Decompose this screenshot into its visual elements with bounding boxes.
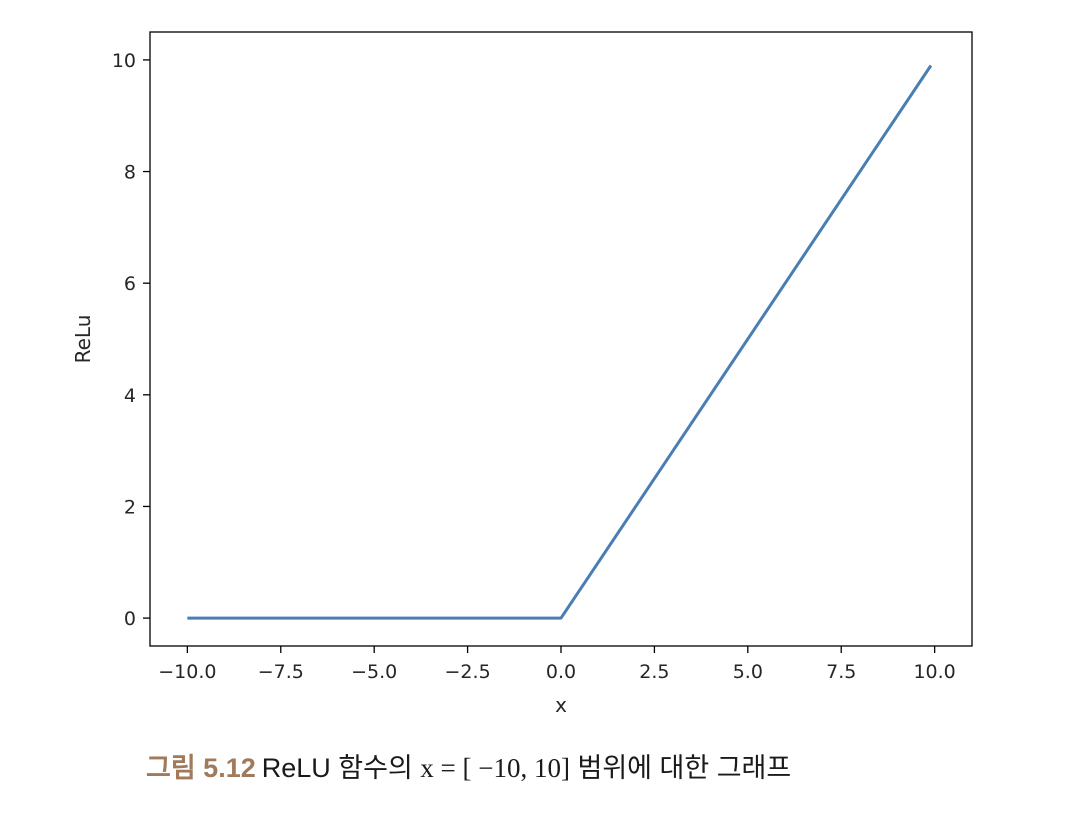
y-tick-label: 8 [124, 162, 136, 184]
y-tick-label: 2 [124, 496, 136, 518]
x-tick-label: 5.0 [733, 661, 763, 683]
x-axis-label: x [555, 693, 567, 717]
y-axis-label: ReLu [71, 315, 95, 364]
y-tick-label: 10 [112, 50, 136, 72]
caption-text-before: ReLU 함수의 [261, 753, 421, 783]
x-tick-label: −7.5 [258, 661, 304, 683]
series-line-0 [187, 64, 933, 620]
figure-caption: 그림 5.12 ReLU 함수의 x = [ −10, 10] 범위에 대한 그래… [146, 748, 1066, 788]
caption-math: x = [ −10, 10] [420, 753, 570, 783]
caption-figure-number: 그림 5.12 [146, 753, 256, 783]
y-tick-label: 4 [124, 385, 136, 407]
x-tick-label: −2.5 [445, 661, 491, 683]
x-tick-label: 10.0 [913, 661, 955, 683]
relu-chart: −10.0 −7.5 −5.0 −2.5 0.0 2.5 5.0 7.5 10.0 0 2 4 6 8 10… [71, 31, 973, 717]
x-tick-label: 0.0 [546, 661, 576, 683]
x-tick-label: 2.5 [639, 661, 669, 683]
x-tick-label: −10.0 [158, 661, 216, 683]
x-tick-label: 7.5 [826, 661, 856, 683]
caption-text-after: 범위에 대한 그래프 [569, 753, 792, 783]
y-tick-label: 0 [124, 608, 136, 630]
x-tick-label: −5.0 [351, 661, 397, 683]
y-tick-label: 6 [124, 273, 136, 295]
plot-frame [149, 31, 973, 647]
